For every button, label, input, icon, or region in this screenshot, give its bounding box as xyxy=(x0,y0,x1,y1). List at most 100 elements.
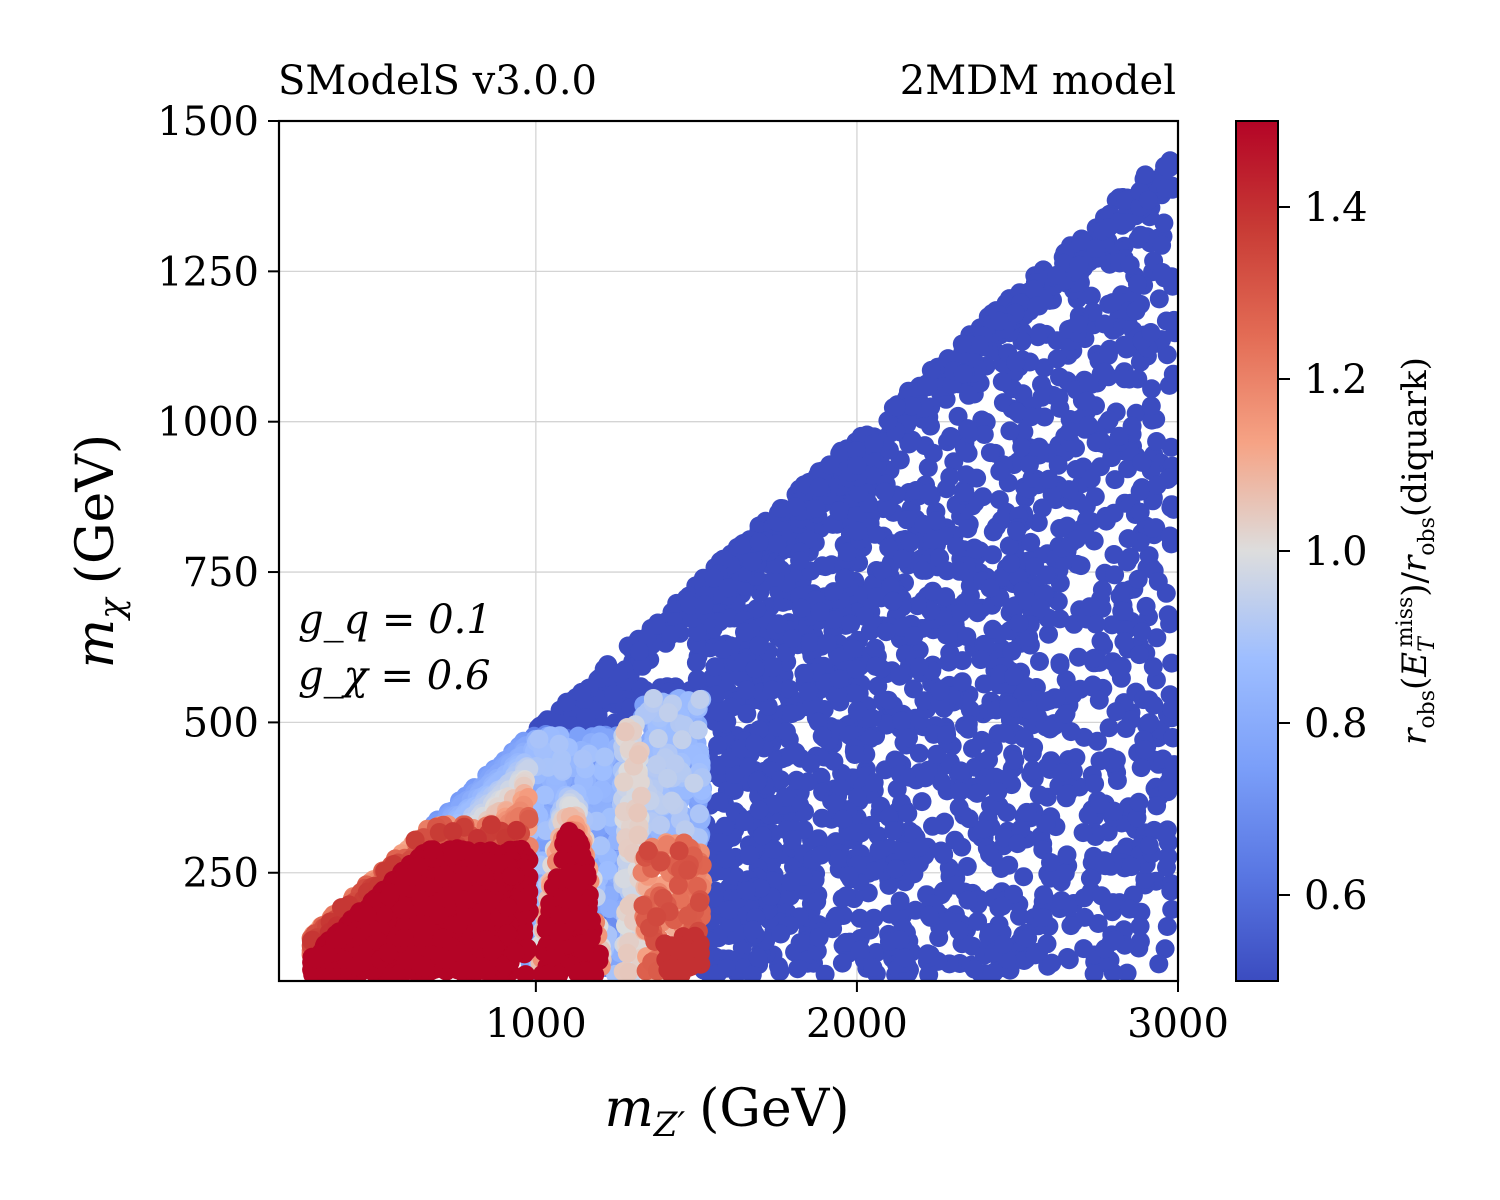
data-point xyxy=(1142,410,1162,430)
data-point xyxy=(1149,289,1169,309)
data-point xyxy=(630,772,650,792)
data-point xyxy=(864,861,884,881)
data-point xyxy=(832,889,852,909)
data-point xyxy=(1130,481,1150,501)
data-point xyxy=(899,381,918,401)
data-point xyxy=(1061,722,1081,742)
data-point xyxy=(1057,516,1077,536)
data-point xyxy=(567,828,587,848)
data-point xyxy=(1147,475,1167,495)
data-point xyxy=(1019,455,1039,475)
data-point xyxy=(1118,529,1138,549)
data-point xyxy=(662,936,682,956)
data-point xyxy=(923,816,942,836)
data-point xyxy=(864,433,884,453)
data-point xyxy=(1056,670,1076,690)
data-point xyxy=(736,881,756,901)
data-point xyxy=(1147,628,1167,648)
data-point xyxy=(902,396,922,416)
data-point xyxy=(1028,513,1048,533)
data-point xyxy=(890,666,910,686)
data-point xyxy=(1018,928,1038,948)
data-point xyxy=(1050,367,1069,387)
data-point xyxy=(1161,881,1178,901)
data-point xyxy=(633,896,653,915)
data-point xyxy=(1161,498,1178,517)
data-point xyxy=(860,729,880,749)
data-point xyxy=(751,878,771,898)
data-point xyxy=(1060,422,1080,441)
data-point xyxy=(915,768,935,788)
data-point xyxy=(429,823,449,842)
data-point xyxy=(949,921,969,940)
data-point xyxy=(1059,950,1079,970)
data-point xyxy=(736,680,756,700)
data-point xyxy=(860,920,880,940)
data-point xyxy=(1029,437,1049,457)
data-point xyxy=(768,614,788,634)
data-point xyxy=(817,633,837,653)
data-point xyxy=(1114,632,1134,652)
data-point xyxy=(999,695,1019,715)
data-point xyxy=(811,845,831,865)
data-point xyxy=(895,948,915,968)
data-point xyxy=(847,506,867,526)
data-point xyxy=(937,725,957,745)
data-point xyxy=(847,441,866,461)
data-point xyxy=(782,830,802,850)
data-point xyxy=(1018,700,1038,720)
data-point xyxy=(582,910,601,930)
data-point xyxy=(828,684,848,704)
data-point xyxy=(690,690,710,709)
data-point xyxy=(865,638,885,658)
data-point xyxy=(980,578,1000,598)
data-point xyxy=(471,903,491,922)
data-point xyxy=(930,681,950,701)
data-point xyxy=(1086,614,1106,634)
data-point xyxy=(1147,432,1167,451)
data-point xyxy=(628,825,648,845)
data-point xyxy=(1080,597,1100,617)
data-point xyxy=(572,682,592,702)
data-point xyxy=(1127,808,1147,828)
data-point xyxy=(958,519,978,539)
data-point xyxy=(994,934,1014,954)
data-point xyxy=(974,674,994,694)
data-point xyxy=(835,569,855,589)
data-point xyxy=(709,792,729,812)
data-point xyxy=(392,899,412,919)
data-point xyxy=(898,804,918,823)
data-point xyxy=(900,532,920,552)
data-point xyxy=(1115,369,1134,389)
data-point xyxy=(1139,546,1159,566)
data-point xyxy=(1130,916,1150,936)
data-point xyxy=(661,625,681,645)
data-point xyxy=(740,845,760,865)
data-point xyxy=(955,483,975,502)
data-point xyxy=(1052,763,1072,782)
data-point xyxy=(839,866,859,886)
data-point xyxy=(794,475,814,495)
data-point xyxy=(951,602,971,622)
data-point xyxy=(1089,690,1109,710)
data-point xyxy=(770,962,790,981)
data-point xyxy=(632,656,652,676)
data-point xyxy=(710,833,729,852)
data-point xyxy=(689,804,709,824)
data-point xyxy=(974,425,994,444)
data-point xyxy=(980,844,999,864)
data-point xyxy=(899,728,918,748)
data-point xyxy=(787,770,806,790)
data-point xyxy=(1108,659,1128,679)
data-point xyxy=(686,653,706,673)
data-point xyxy=(1001,553,1021,573)
data-point xyxy=(557,692,577,712)
data-point xyxy=(704,568,724,588)
data-point xyxy=(1021,532,1041,552)
data-point xyxy=(1002,641,1022,661)
data-point xyxy=(1073,823,1093,843)
data-point xyxy=(1132,452,1152,472)
data-point xyxy=(1109,426,1129,446)
data-point xyxy=(1052,891,1071,910)
data-point xyxy=(983,619,1003,639)
